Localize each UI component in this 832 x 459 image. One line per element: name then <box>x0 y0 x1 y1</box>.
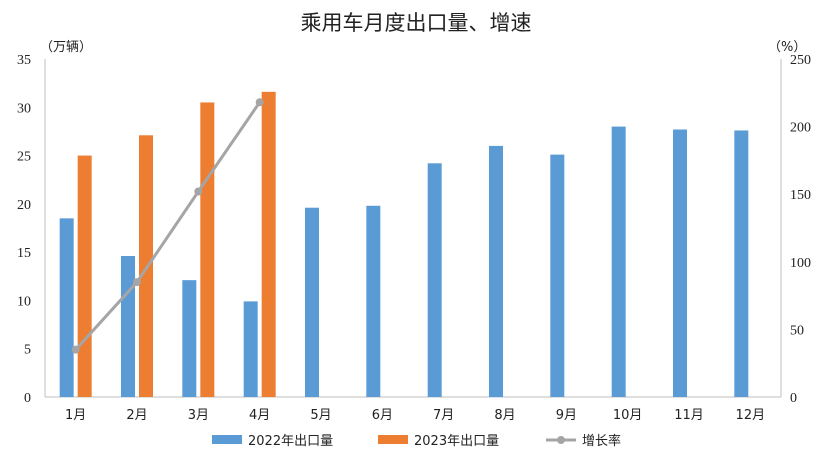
left-tick-label: 35 <box>17 53 31 68</box>
category-label: 5月 <box>310 408 331 423</box>
bar-2022 <box>366 205 381 397</box>
left-tick-label: 20 <box>17 198 31 213</box>
bar-2022 <box>489 145 503 397</box>
growth-point <box>194 187 203 196</box>
bar-2023 <box>200 102 215 397</box>
bar-2023 <box>77 155 92 397</box>
right-tick-label: 0 <box>790 391 797 406</box>
left-tick-label: 10 <box>17 294 31 309</box>
left-tick-label: 5 <box>24 343 31 358</box>
growth-point <box>255 98 264 107</box>
category-label: 1月 <box>65 408 86 423</box>
bars <box>59 91 749 398</box>
category-label: 3月 <box>188 408 209 423</box>
left-tick-label: 30 <box>17 101 31 116</box>
bar-2022 <box>59 218 74 397</box>
axes: 0 5 10 15 20 25 30 35 0 50 100 150 200 250 1月 2月 3月 4月 5月 6… <box>17 53 811 423</box>
left-axis-unit: （万辆） <box>40 40 92 55</box>
legend-label: 2022年出口量 <box>248 434 333 449</box>
bar-2022 <box>734 130 749 397</box>
category-label: 2月 <box>126 408 147 423</box>
bar-2022 <box>427 163 442 397</box>
right-tick-label: 100 <box>790 256 811 271</box>
category-label: 10月 <box>613 408 643 423</box>
category-label: 12月 <box>736 408 766 423</box>
growth-line-series <box>71 98 264 354</box>
growth-line <box>74 101 261 351</box>
category-label: 8月 <box>494 408 515 423</box>
bar-2022 <box>243 301 258 397</box>
bar-2022 <box>550 154 565 397</box>
left-tick-label: 25 <box>17 150 31 165</box>
category-label: 6月 <box>372 408 393 423</box>
right-tick-label: 250 <box>790 53 811 68</box>
bar-2022 <box>611 126 626 397</box>
right-tick-label: 150 <box>790 188 811 203</box>
legend-label: 2023年出口量 <box>414 434 499 449</box>
category-label: 4月 <box>249 408 270 423</box>
growth-point <box>71 345 80 354</box>
right-tick-label: 50 <box>790 323 804 338</box>
legend-label: 增长率 <box>582 433 621 449</box>
left-tick-label: 0 <box>24 391 31 406</box>
legend-swatch-marker <box>557 436 565 444</box>
bar-2023 <box>261 91 276 397</box>
bar-2022 <box>121 256 135 397</box>
category-label: 11月 <box>674 408 704 423</box>
legend-swatch <box>378 435 408 444</box>
legend-swatch <box>212 435 242 444</box>
right-axis-unit: （%） <box>768 40 806 55</box>
category-label: 7月 <box>433 408 454 423</box>
left-tick-label: 15 <box>17 246 31 261</box>
chart-title: 乘用车月度出口量、增速 <box>301 11 532 35</box>
growth-point <box>133 278 141 287</box>
category-label: 9月 <box>556 408 577 423</box>
right-tick-label: 200 <box>790 121 811 136</box>
bar-2022 <box>182 280 197 397</box>
bar-2022 <box>305 207 319 397</box>
legend: 2022年出口量 2023年出口量 增长率 <box>212 433 621 449</box>
bar-2022 <box>673 129 687 398</box>
